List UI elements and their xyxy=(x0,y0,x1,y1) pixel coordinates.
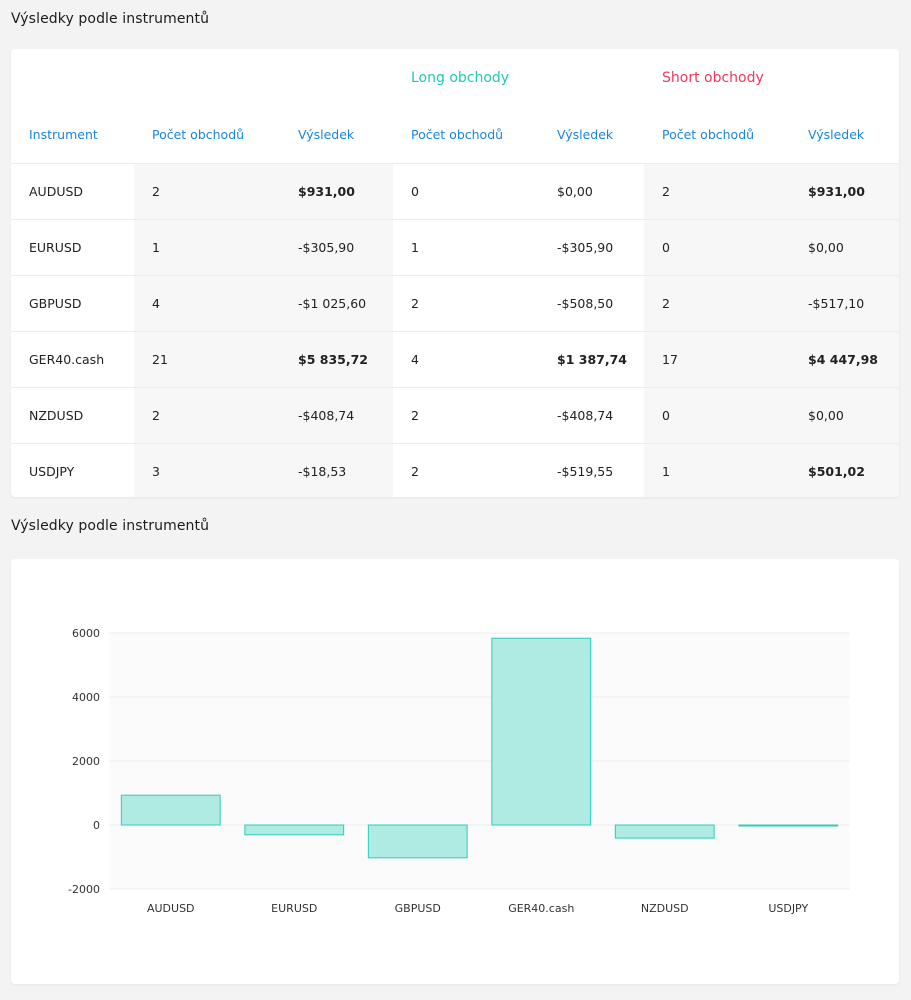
cell-instrument: GER40.cash xyxy=(11,331,134,388)
column-header-trade-count[interactable]: Počet obchodů xyxy=(134,107,280,164)
cell-result: $5 835,72 xyxy=(280,331,393,388)
cell-trade-count: 21 xyxy=(134,331,280,388)
cell-instrument: USDJPY xyxy=(29,463,75,479)
x-tick-label: AUDUSD xyxy=(147,902,195,915)
cell-long-trade-count: 2 xyxy=(393,387,539,444)
cell-instrument: EURUSD xyxy=(11,219,134,276)
cell-trade-count: 4 xyxy=(134,275,280,332)
column-header-long-trade-count[interactable]: Počet obchodů xyxy=(393,107,539,164)
column-header-long-result[interactable]: Výsledek xyxy=(539,107,644,164)
cell-trade-count: 2 xyxy=(134,163,280,220)
cell-short-result: $501,02 xyxy=(790,443,899,497)
cell-result: -$18,53 xyxy=(280,443,393,497)
group-header-short: Short obchody xyxy=(662,70,764,86)
bar[interactable] xyxy=(367,824,468,859)
x-tick-label: NZDUSD xyxy=(641,902,689,915)
bar[interactable] xyxy=(120,794,221,826)
cell-long-result: $1 387,74 xyxy=(539,331,644,388)
table-row: AUDUSD 2 $931,00 0 $0,00 2 $931,00 xyxy=(11,163,899,220)
cell-long-result: -$508,50 xyxy=(539,275,644,332)
cell-long-result: -$408,74 xyxy=(539,387,644,444)
cell-instrument: AUDUSD xyxy=(11,163,134,220)
cell-long-trade-count: 4 xyxy=(393,331,539,388)
cell-result: -$1 025,60 xyxy=(280,275,393,332)
cell-short-result: -$517,10 xyxy=(790,275,899,332)
cell-long-trade-count: 2 xyxy=(411,463,419,479)
cell-instrument: GBPUSD xyxy=(11,275,134,332)
cell-short-result: $4 447,98 xyxy=(790,331,899,388)
column-header-result[interactable]: Výsledek xyxy=(280,107,393,164)
cell-long-result: -$519,55 xyxy=(557,463,614,479)
bar[interactable] xyxy=(491,637,592,826)
cell-long-trade-count: 2 xyxy=(393,275,539,332)
column-header-short-result[interactable]: Výsledek xyxy=(790,107,899,164)
cell-long-result: -$305,90 xyxy=(539,219,644,276)
cell-short-result: $931,00 xyxy=(790,163,899,220)
table-section-title: Výsledky podle instrumentů xyxy=(11,11,210,27)
cell-result: -$408,74 xyxy=(280,387,393,444)
table-row: EURUSD 1 -$305,90 1 -$305,90 0 $0,00 xyxy=(11,219,899,276)
cell-short-trade-count: 2 xyxy=(644,275,790,332)
bar[interactable] xyxy=(614,824,715,839)
chart-section-title: Výsledky podle instrumentů xyxy=(11,518,210,534)
cell-long-trade-count: 0 xyxy=(393,163,539,220)
cell-instrument: NZDUSD xyxy=(11,387,134,444)
cell-trade-count: 3 xyxy=(134,443,280,497)
group-spacer xyxy=(11,49,393,107)
x-tick-label: EURUSD xyxy=(271,902,317,915)
x-tick-label: USDJPY xyxy=(768,902,808,915)
table-row: GBPUSD 4 -$1 025,60 2 -$508,50 2 -$517,1… xyxy=(11,275,899,332)
cell-long-result: $0,00 xyxy=(539,163,644,220)
cell-short-trade-count: 0 xyxy=(644,387,790,444)
column-header-short-trade-count[interactable]: Počet obchodů xyxy=(644,107,790,164)
group-header-long: Long obchody xyxy=(411,70,510,86)
x-tick-label: GBPUSD xyxy=(395,902,441,915)
cell-short-trade-count: 2 xyxy=(644,163,790,220)
results-table-card: Long obchody Short obchody Instrument Po… xyxy=(11,49,899,497)
cell-result: -$305,90 xyxy=(280,219,393,276)
y-tick-label: 2000 xyxy=(72,755,100,768)
cell-short-trade-count: 17 xyxy=(644,331,790,388)
y-tick-label: 6000 xyxy=(72,627,100,640)
cell-short-result: $0,00 xyxy=(790,219,899,276)
cell-result: $931,00 xyxy=(280,163,393,220)
table-row: NZDUSD 2 -$408,74 2 -$408,74 0 $0,00 xyxy=(11,387,899,444)
table-row: GER40.cash 21 $5 835,72 4 $1 387,74 17 $… xyxy=(11,331,899,388)
bar[interactable] xyxy=(244,824,345,836)
cell-short-result: $0,00 xyxy=(790,387,899,444)
cell-trade-count: 1 xyxy=(134,219,280,276)
y-tick-label: -2000 xyxy=(68,883,100,896)
table-row: USDJPY 3 -$18,53 2 -$519,55 1 $501,02 xyxy=(11,443,899,497)
x-tick-label: GER40.cash xyxy=(508,902,574,915)
results-table: Long obchody Short obchody Instrument Po… xyxy=(11,49,899,497)
results-chart-card: 6000 4000 2000 0 -2000 AUDUSD EURUSD GBPUSD GER4… xyxy=(11,559,899,984)
y-tick-label: 4000 xyxy=(72,691,100,704)
bar[interactable] xyxy=(738,824,839,827)
y-tick-label: 0 xyxy=(93,819,100,832)
cell-short-trade-count: 0 xyxy=(644,219,790,276)
column-header-instrument[interactable]: Instrument xyxy=(11,107,134,164)
cell-short-trade-count: 1 xyxy=(644,443,790,497)
cell-trade-count: 2 xyxy=(134,387,280,444)
cell-long-trade-count: 1 xyxy=(393,219,539,276)
results-bar-chart: 6000 4000 2000 0 -2000 AUDUSD EURUSD GBPUSD GER4… xyxy=(68,627,850,915)
